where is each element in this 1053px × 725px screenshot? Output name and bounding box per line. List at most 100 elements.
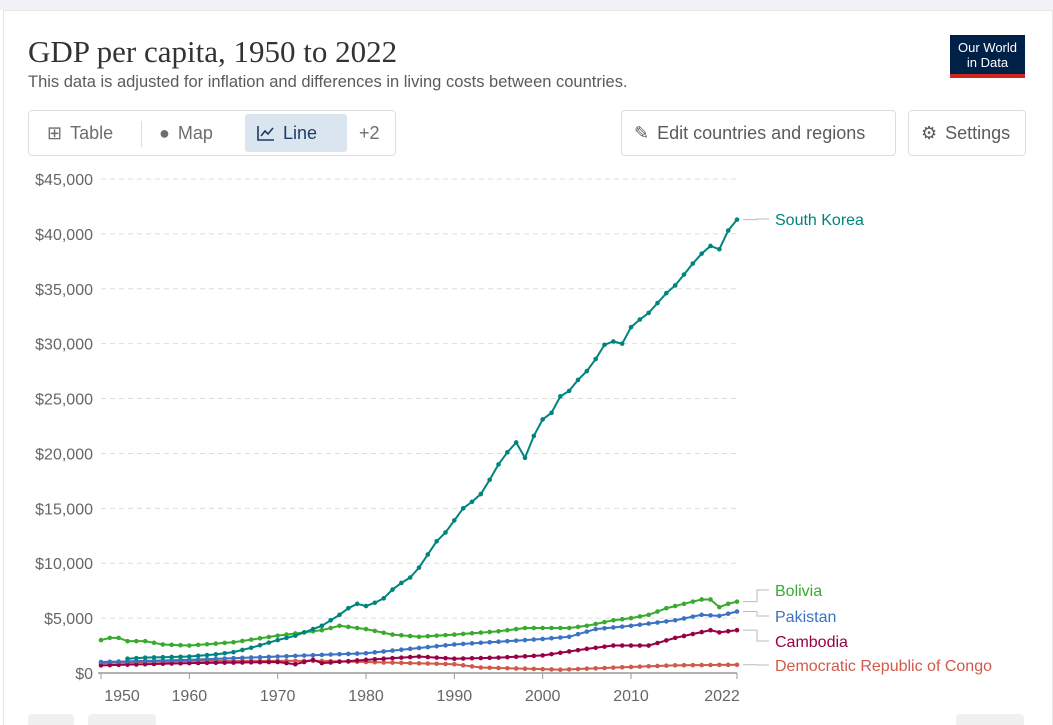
data-point [354, 651, 360, 656]
footer-button[interactable] [28, 714, 74, 725]
data-point [116, 659, 121, 664]
data-point [425, 552, 431, 557]
legend-connector [743, 218, 769, 221]
data-point [655, 663, 660, 669]
data-point [275, 633, 280, 638]
data-point [540, 636, 545, 642]
tab-table[interactable]: ⊞ Table [35, 114, 125, 152]
data-point [204, 656, 210, 662]
data-point [240, 655, 245, 661]
data-point [717, 604, 722, 610]
data-point [266, 659, 272, 665]
data-point [301, 630, 307, 635]
data-point [619, 624, 625, 629]
data-point [363, 603, 369, 609]
data-point [407, 646, 413, 652]
data-point [725, 228, 731, 233]
data-point [593, 666, 598, 671]
legend-label: Democratic Republic of Congo [775, 658, 992, 675]
data-point [593, 621, 598, 627]
data-point [354, 625, 360, 631]
data-point [416, 661, 422, 666]
data-point [434, 643, 439, 649]
data-point [381, 649, 386, 654]
data-point [522, 637, 528, 643]
data-point [248, 660, 254, 665]
data-point [460, 631, 466, 637]
data-point [566, 625, 572, 631]
data-point [558, 625, 563, 631]
data-point [717, 246, 722, 252]
data-point [602, 619, 607, 625]
data-point [284, 635, 289, 641]
tab-label: Map [177, 122, 213, 143]
data-point [328, 652, 333, 657]
data-point [328, 625, 333, 631]
data-point [222, 660, 227, 665]
data-point [717, 662, 722, 668]
data-point [346, 651, 351, 657]
data-point [717, 613, 722, 619]
data-point [257, 654, 263, 660]
footer-button[interactable] [956, 714, 1024, 725]
footer-button[interactable] [88, 714, 156, 725]
data-point [549, 667, 554, 672]
data-point [469, 664, 475, 669]
button-label: Edit countries and regions [657, 122, 866, 143]
legend-connector [743, 629, 769, 642]
tab-line[interactable]: Line [245, 114, 347, 152]
data-point [160, 654, 166, 660]
data-point [354, 658, 360, 663]
data-point [160, 661, 166, 667]
x-tick-label: 2010 [613, 688, 649, 705]
view-tabs: ⊞ Table ● Map Line +2 [28, 110, 396, 156]
data-point [257, 642, 263, 648]
data-point [549, 410, 554, 416]
data-point [346, 605, 351, 611]
tab-more[interactable]: +2 [347, 114, 392, 152]
data-point [646, 643, 651, 648]
data-point [98, 659, 104, 665]
owid-logo[interactable]: Our World in Data [950, 35, 1025, 78]
data-point [655, 300, 660, 306]
data-point [611, 665, 616, 670]
data-point [505, 654, 510, 660]
data-point [584, 623, 590, 629]
data-point [310, 626, 316, 632]
data-point [469, 630, 475, 636]
data-point [363, 650, 369, 656]
edit-countries-button[interactable]: ✎ Edit countries and regions [621, 110, 896, 156]
data-point [399, 580, 404, 586]
data-point [434, 661, 439, 667]
data-point [513, 440, 519, 445]
data-point [681, 662, 687, 668]
data-point [151, 661, 157, 667]
data-point [646, 612, 651, 618]
data-point [178, 661, 183, 666]
data-point [301, 653, 307, 658]
y-tick-label: $20,000 [35, 446, 93, 463]
data-point [222, 640, 227, 646]
data-point [708, 662, 713, 668]
y-tick-label: $45,000 [35, 172, 93, 189]
tab-label: Line [283, 122, 318, 143]
data-point [549, 625, 554, 631]
settings-button[interactable]: ⚙ Settings [908, 110, 1026, 156]
tab-map[interactable]: ● Map [147, 114, 225, 152]
data-point [434, 538, 439, 544]
data-point [646, 621, 651, 626]
x-tick-label: 1980 [348, 688, 384, 705]
data-point [558, 635, 563, 640]
data-point [293, 658, 298, 664]
data-point [407, 654, 413, 660]
y-tick-label: $35,000 [35, 282, 93, 299]
data-point [664, 638, 669, 643]
data-point [531, 666, 537, 672]
data-point [655, 609, 660, 614]
y-tick-label: $0 [75, 666, 93, 683]
data-point [664, 663, 669, 668]
data-point [681, 601, 687, 607]
data-point [699, 597, 704, 602]
data-point [169, 654, 174, 660]
